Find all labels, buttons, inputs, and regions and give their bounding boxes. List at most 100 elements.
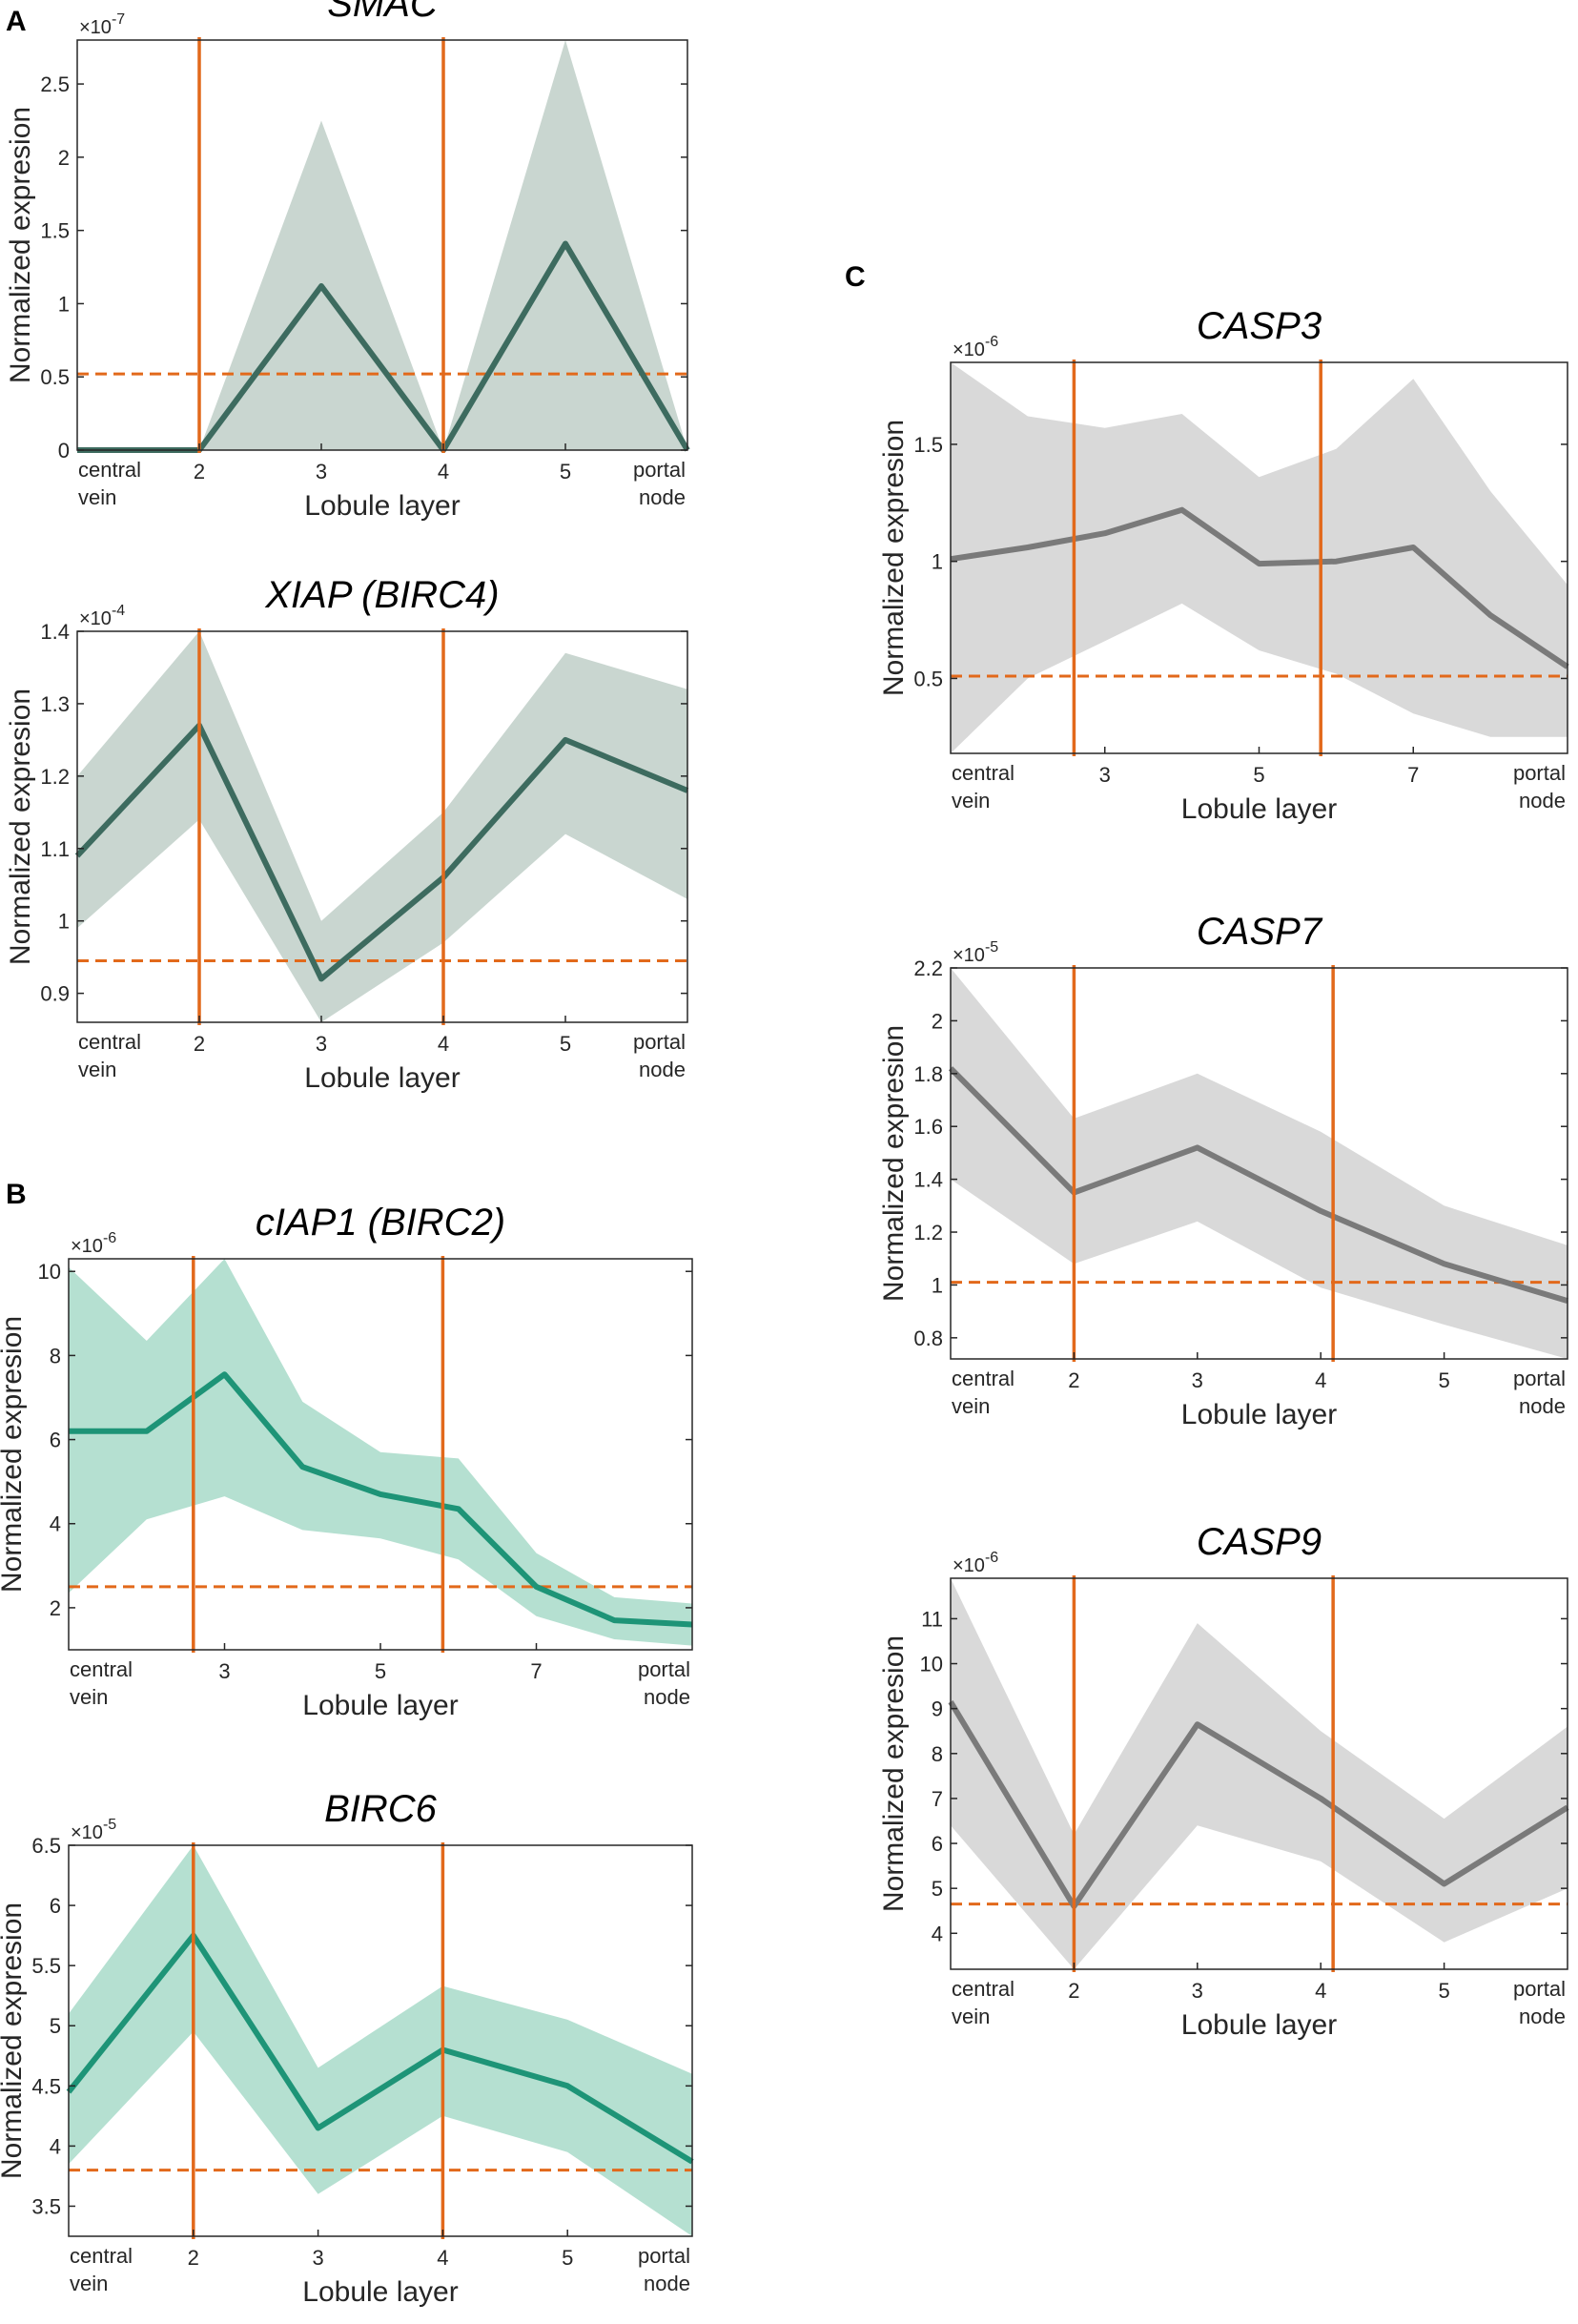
casp3-ytick-label-0: 0.5 <box>913 667 943 690</box>
smac-xtick-label-1: 3 <box>316 460 327 483</box>
ciap1-x-axis-label: Lobule layer <box>302 1690 458 1721</box>
ciap1-ytick-label-1: 4 <box>50 1512 61 1536</box>
birc6-ytick-label-1: 4 <box>50 2134 61 2158</box>
casp9-ytick-label-4: 8 <box>932 1742 943 1766</box>
casp3-mean-line <box>950 506 1569 669</box>
casp9-ytick-label-3: 7 <box>932 1787 943 1811</box>
casp9-axes-frame <box>950 1577 1568 1970</box>
xiap-xlabel-right-0: portal <box>633 1030 686 1054</box>
casp9-ytick-label-2: 6 <box>932 1832 943 1856</box>
casp7-title: CASP7 <box>1197 911 1323 953</box>
smac-ytick-label-1: 0.5 <box>40 365 70 389</box>
casp9-xtick-label-1: 3 <box>1192 1979 1203 2003</box>
smac-ytick-label-2: 1 <box>58 292 70 316</box>
casp9-y-axis-label: Normalized expresion <box>878 1635 910 1912</box>
casp9-xtick-label-0: 2 <box>1068 1979 1079 2003</box>
ciap1-ytick-label-0: 2 <box>50 1596 61 1620</box>
smac-axes-frame <box>76 39 688 451</box>
birc6-x-axis-label: Lobule layer <box>302 2276 458 2308</box>
birc6-ytick-label-4: 5.5 <box>31 1954 61 1978</box>
smac-xlabel-right-0: portal <box>633 458 686 482</box>
xiap-xtick-label-0: 2 <box>194 1032 205 1056</box>
birc6-title: BIRC6 <box>324 1788 438 1830</box>
smac-confidence-band <box>77 40 687 450</box>
ciap1-xtick-label-1: 5 <box>375 1659 386 1683</box>
casp7-xtick-label-2: 4 <box>1315 1368 1326 1392</box>
ciap1-multiplier: ×10-6 <box>71 1230 116 1257</box>
birc6-ytick-label-2: 4.5 <box>31 2074 61 2098</box>
casp9-multiplier-base: ×10 <box>953 1555 985 1576</box>
smac-title: SMAC <box>327 0 439 25</box>
casp9-xtick-label-2: 4 <box>1315 1979 1326 2003</box>
xiap-multiplier-exponent: -4 <box>112 603 125 619</box>
casp7-xlabel-right-0: portal <box>1513 1367 1566 1390</box>
birc6-xtick-label-3: 5 <box>562 2246 573 2270</box>
xiap-multiplier: ×10-4 <box>79 603 125 629</box>
casp7-xtick-label-1: 3 <box>1192 1368 1203 1392</box>
casp7-ytick-label-6: 2 <box>932 1009 943 1033</box>
birc6-multiplier-base: ×10 <box>71 1822 103 1843</box>
birc6-ytick-label-0: 3.5 <box>31 2194 61 2218</box>
casp9-chart: 4 5 6 7 8 9 10 11 2 3 4 5 central vein portal node Lobul… <box>878 1521 1569 2041</box>
casp9-xtick-label-3: 5 <box>1438 1979 1449 2003</box>
casp7-ytick-label-1: 1 <box>932 1273 943 1297</box>
xiap-multiplier-base: ×10 <box>79 608 112 629</box>
birc6-multiplier: ×10-5 <box>71 1817 116 1843</box>
panel-label-a: A <box>6 6 27 37</box>
smac-ytick-label-5: 2.5 <box>40 72 70 96</box>
birc6-ytick-label-5: 6 <box>50 1894 61 1918</box>
birc6-axes-frame <box>68 1844 693 2237</box>
smac-y-axis-label: Normalized expresion <box>5 107 36 383</box>
smac-chart: 0 0.5 1 1.5 2 2.5 2 3 4 5 central vein portal node Lob… <box>5 0 690 522</box>
xiap-title: XIAP (BIRC4) <box>264 574 499 616</box>
smac-multiplier-exponent: -7 <box>112 11 125 28</box>
smac-multiplier: ×10-7 <box>79 11 125 38</box>
birc6-confidence-band <box>69 1845 692 2236</box>
birc6-ytick-label-3: 5 <box>50 2014 61 2038</box>
ciap1-xlabel-right-0: portal <box>638 1657 690 1681</box>
xiap-xlabel-right-1: node <box>639 1058 686 1081</box>
xiap-ytick-label-5: 1.4 <box>40 620 70 644</box>
birc6-mean-line <box>66 1932 694 2165</box>
ciap1-xlabel-right-1: node <box>644 1685 690 1709</box>
casp7-confidence-band <box>951 968 1568 1359</box>
casp9-mean-line <box>948 1700 1569 1909</box>
ciap1-multiplier-exponent: -6 <box>103 1230 116 1246</box>
smac-ytick-label-3: 1.5 <box>40 219 70 243</box>
casp9-xlabel-right-0: portal <box>1513 1977 1566 2001</box>
casp9-ytick-label-7: 11 <box>921 1607 943 1631</box>
casp3-xlabel-left-0: central <box>952 761 1014 785</box>
xiap-xlabel-left-1: vein <box>78 1058 116 1081</box>
casp7-multiplier-base: ×10 <box>953 945 985 966</box>
casp9-confidence-band <box>951 1578 1568 1969</box>
smac-xlabel-left-0: central <box>78 458 141 482</box>
smac-xtick-label-3: 5 <box>560 460 571 483</box>
casp3-ytick-label-2: 1.5 <box>913 433 943 457</box>
casp7-y-axis-label: Normalized expresion <box>878 1025 910 1302</box>
birc6-xtick-label-2: 4 <box>437 2246 448 2270</box>
casp3-y-axis-label: Normalized expresion <box>878 420 910 696</box>
xiap-confidence-band <box>77 631 687 1022</box>
ciap1-y-axis-label: Normalized expresion <box>0 1316 28 1593</box>
casp3-chart: 0.5 1 1.5 3 5 7 central vein portal node Lobule la… <box>878 305 1569 825</box>
xiap-xtick-label-2: 4 <box>438 1032 449 1056</box>
xiap-axes-frame <box>76 630 688 1023</box>
ciap1-confidence-band <box>69 1259 692 1646</box>
casp9-ytick-label-0: 4 <box>932 1922 943 1945</box>
casp3-xlabel-right-0: portal <box>1513 761 1566 785</box>
casp7-ytick-label-3: 1.4 <box>913 1168 943 1192</box>
xiap-xtick-label-1: 3 <box>316 1032 327 1056</box>
smac-xtick-label-0: 2 <box>194 460 205 483</box>
casp7-mean-line <box>948 1066 1568 1304</box>
casp9-xlabel-left-1: vein <box>952 2005 990 2028</box>
casp3-multiplier-exponent: -6 <box>985 334 998 350</box>
xiap-mean-line <box>74 722 689 982</box>
casp3-ytick-label-1: 1 <box>932 550 943 574</box>
birc6-xtick-label-0: 2 <box>188 2246 199 2270</box>
ciap1-xlabel-left-1: vein <box>70 1685 108 1709</box>
ciap1-xlabel-left-0: central <box>70 1657 133 1681</box>
casp3-xtick-label-1: 5 <box>1253 763 1264 787</box>
casp9-ytick-label-1: 5 <box>932 1877 943 1901</box>
smac-xtick-label-2: 4 <box>438 460 449 483</box>
casp7-ytick-label-5: 1.8 <box>913 1062 943 1086</box>
